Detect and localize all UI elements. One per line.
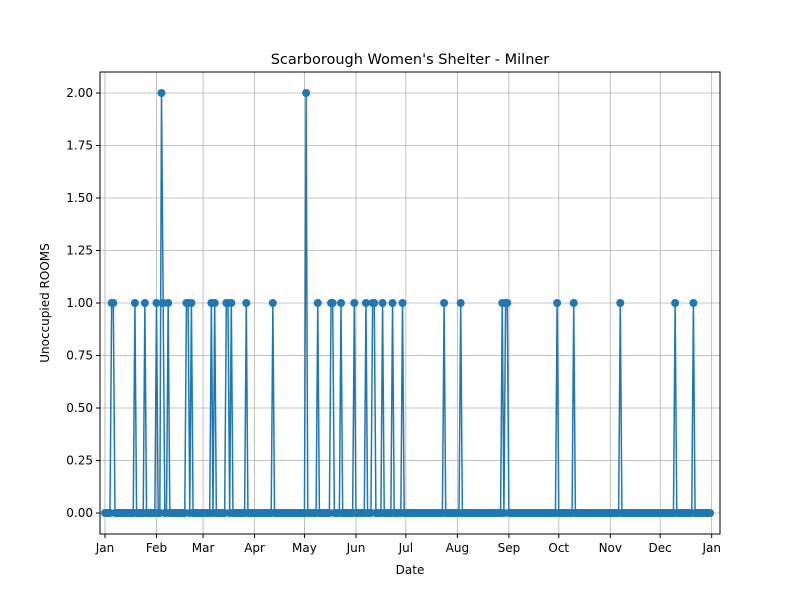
y-tick-label: 0.50 bbox=[66, 401, 93, 415]
y-tick-label: 0.25 bbox=[66, 454, 93, 468]
data-point bbox=[313, 299, 322, 307]
data-point bbox=[302, 89, 311, 97]
data-point bbox=[227, 299, 236, 307]
data-point bbox=[503, 299, 512, 307]
data-point bbox=[268, 299, 277, 307]
x-tick-label: Jul bbox=[398, 541, 413, 555]
data-point bbox=[689, 299, 698, 307]
data-point bbox=[164, 299, 173, 307]
y-tick-label: 2.00 bbox=[66, 86, 93, 100]
y-tick-label: 1.75 bbox=[66, 139, 93, 153]
data-point bbox=[671, 299, 680, 307]
x-tick-label: Sep bbox=[498, 541, 521, 555]
data-point bbox=[370, 299, 379, 307]
x-tick-label: Nov bbox=[599, 541, 622, 555]
chart-title: Scarborough Women's Shelter - Milner bbox=[271, 52, 550, 68]
data-point bbox=[706, 509, 715, 517]
data-point bbox=[456, 299, 465, 307]
data-point bbox=[440, 299, 449, 307]
x-tick-label: Apr bbox=[244, 541, 265, 555]
x-tick-label: Mar bbox=[192, 541, 215, 555]
x-axis-label: Date bbox=[396, 563, 425, 577]
data-point bbox=[157, 89, 166, 97]
data-point bbox=[130, 299, 139, 307]
data-point bbox=[553, 299, 562, 307]
x-tick-label: May bbox=[292, 541, 317, 555]
y-tick-label: 1.25 bbox=[66, 244, 93, 258]
x-tick-label: Dec bbox=[649, 541, 672, 555]
data-point bbox=[350, 299, 359, 307]
data-point bbox=[337, 299, 346, 307]
data-point bbox=[210, 299, 219, 307]
data-point bbox=[378, 299, 387, 307]
x-tick-label: Feb bbox=[146, 541, 167, 555]
x-tick-label: Aug bbox=[446, 541, 469, 555]
data-point bbox=[152, 299, 161, 307]
x-tick-label: Jan bbox=[95, 541, 115, 555]
data-point bbox=[388, 299, 397, 307]
data-series bbox=[100, 89, 715, 517]
x-tick-label: Oct bbox=[548, 541, 569, 555]
data-point bbox=[328, 299, 337, 307]
data-point bbox=[242, 299, 251, 307]
y-tick-label: 1.00 bbox=[66, 296, 93, 310]
data-point bbox=[140, 299, 149, 307]
data-point bbox=[187, 299, 196, 307]
data-point bbox=[361, 299, 370, 307]
y-axis-label: Unoccupied ROOMS bbox=[38, 243, 52, 363]
data-point bbox=[569, 299, 578, 307]
y-tick-label: 0.00 bbox=[66, 506, 93, 520]
data-point bbox=[616, 299, 625, 307]
x-tick-label: Jan bbox=[701, 541, 721, 555]
x-axis-ticks: Jan Feb Mar Apr May Jun Jul Aug Sep Oct Nov Dec Jan bbox=[95, 534, 721, 555]
x-tick-label: Jun bbox=[346, 541, 366, 555]
data-point bbox=[109, 299, 118, 307]
y-axis-ticks: 0.00 0.25 0.50 0.75 1.00 1.25 1.50 1.75 2.00 bbox=[66, 86, 100, 520]
y-tick-label: 1.50 bbox=[66, 191, 93, 205]
data-point bbox=[398, 299, 407, 307]
y-tick-label: 0.75 bbox=[66, 349, 93, 363]
